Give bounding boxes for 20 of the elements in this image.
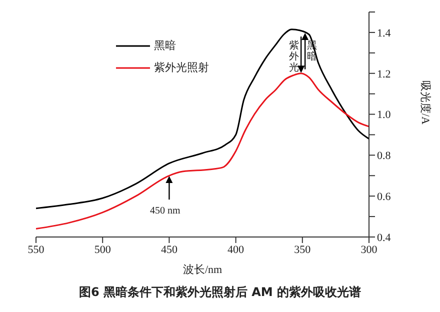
x-tick-label: 500 (94, 244, 112, 256)
x-axis-title: 波长/nm (182, 263, 222, 276)
x-tick-label: 300 (360, 244, 378, 256)
line-series (36, 72, 369, 230)
legend-label: 紫外光照射 (154, 60, 209, 75)
y-tick-label: 0.4 (377, 232, 392, 244)
x-tick-label: 350 (294, 244, 312, 256)
annotation: 450 nm (150, 206, 181, 217)
y-tick-label: 0.8 (377, 150, 392, 162)
text: 图6 黑暗条件下和紫外光照射后 AM 的紫外吸收光谱 (78, 284, 362, 301)
y-tick-label: 1.2 (377, 68, 391, 80)
annotation: 紫外光 (289, 40, 300, 74)
y-axis-title: 吸光度/A (419, 80, 432, 125)
legend-label: 黑暗 (154, 38, 176, 53)
y-tick-label: 1.4 (377, 27, 392, 40)
y-tick-label: 0.6 (377, 190, 392, 203)
x-tick-label: 400 (228, 244, 245, 256)
x-tick-label: 450 (160, 244, 178, 256)
x-tick-label: 550 (28, 244, 45, 256)
y-tick-label: 1.0 (377, 109, 392, 122)
